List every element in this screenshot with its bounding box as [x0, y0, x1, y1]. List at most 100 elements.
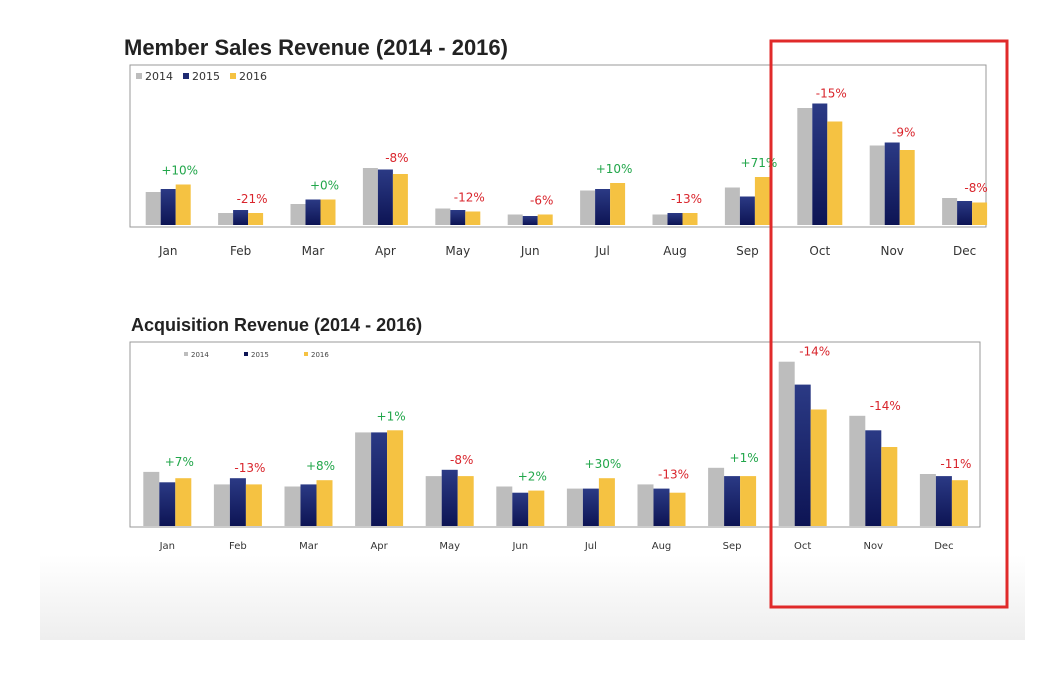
chart1-annotation-jun: -6% [530, 194, 553, 208]
chart2-bar-2015-mar [300, 484, 317, 526]
highlight-box [769, 39, 1009, 609]
chart2-bar-2016-aug [669, 492, 686, 526]
chart2-annotation-nov: -14% [870, 399, 901, 413]
chart2-bar-2016-apr [387, 430, 404, 526]
chart1-bar-2015-jun [522, 216, 538, 225]
chart1-bar-2015-nov [884, 142, 900, 225]
chart1-bars [145, 103, 988, 225]
chart1-bar-2015-may [450, 210, 466, 225]
chart2-tick-feb: Feb [229, 541, 247, 552]
chart1-annotation-feb: -21% [237, 192, 268, 206]
chart1-legend-swatch-2015 [183, 73, 189, 79]
chart2-bar-2016-jul [598, 478, 615, 526]
chart1-legend: 2014 2015 2016 [136, 70, 267, 83]
chart2-bar-2016-oct [810, 409, 827, 526]
chart1-legend-label-2016: 2016 [239, 70, 267, 83]
chart1-bar-2016-nov [899, 150, 915, 225]
chart1-bar-2015-oct [812, 103, 828, 225]
chart1-annotation-mar: +0% [310, 179, 339, 193]
chart1-annotation-dec: -8% [964, 181, 987, 195]
chart2-tick-oct: Oct [794, 541, 811, 552]
chart2-legend-label-2016: 2016 [311, 351, 329, 359]
chart2-tick-nov: Nov [864, 541, 884, 552]
chart2-bar-2015-feb [229, 478, 246, 526]
chart1-tick-labels: Jan Feb Mar Apr May Jun Jul Aug Sep Oct Nov Dec [158, 244, 976, 258]
chart1-tick-mar: Mar [302, 244, 325, 258]
chart1-bar-2016-oct [827, 121, 843, 225]
chart2-legend-swatch-2015 [244, 352, 248, 356]
chart2-annotation-dec: -11% [940, 457, 971, 471]
chart2-bar-2016-dec [951, 480, 968, 526]
chart1-bar-2016-feb [248, 213, 264, 225]
chart2-bar-2014-jan [143, 471, 160, 526]
chart1-legend-label-2014: 2014 [145, 70, 173, 83]
chart2-annotation-sep: +1% [730, 451, 759, 465]
chart2-bar-2014-aug [637, 484, 654, 526]
chart1-bar-2014-nov [869, 145, 885, 225]
chart1-annotation-may: -12% [454, 191, 485, 205]
chart1-tick-jul: Jul [594, 244, 609, 258]
chart2-bar-2015-sep [724, 476, 741, 526]
chart1-bar-2014-apr [362, 168, 378, 225]
chart1-legend-swatch-2016 [230, 73, 236, 79]
chart1-bar-2015-dec [957, 201, 973, 225]
chart1-annotation-aug: -13% [671, 192, 702, 206]
chart1-annotation-jul: +10% [596, 162, 633, 176]
chart1-bar-2015-apr [377, 169, 393, 225]
chart2-bar-2016-jan [175, 478, 192, 526]
chart1-annotation-apr: -8% [385, 151, 408, 165]
chart1-bar-2014-dec [942, 198, 958, 225]
chart2-bar-2014-sep [708, 467, 725, 526]
chart2-legend-swatch-2016 [304, 352, 308, 356]
chart2-plot-frame [129, 341, 981, 528]
chart1-bar-2016-apr [392, 174, 408, 225]
chart2-title: Acquisition Revenue (2014 - 2016) [131, 315, 422, 335]
chart2-bar-2015-aug [653, 488, 670, 526]
chart2-bar-2015-may [441, 469, 458, 526]
chart2-bar-2014-apr [355, 432, 372, 526]
chart2-bar-2016-feb [245, 484, 262, 526]
chart2-bar-2016-jun [528, 490, 545, 526]
chart2-bar-2015-nov [865, 430, 882, 526]
chart1-bar-2016-jul [610, 183, 626, 225]
chart2-annotation-oct: -14% [799, 345, 830, 359]
chart2-tick-aug: Aug [652, 541, 672, 552]
chart1-bar-2016-dec [972, 202, 988, 225]
chart2-bar-2014-dec [919, 474, 936, 526]
chart1-annotation-jan: +10% [161, 164, 198, 178]
chart2-bar-2015-jul [582, 488, 599, 526]
chart2-tick-jun: Jun [511, 541, 528, 552]
chart1-bar-2014-sep [724, 187, 740, 225]
chart2-tick-sep: Sep [723, 541, 742, 552]
chart1-bar-2014-jul [580, 190, 596, 225]
chart2-tick-may: May [439, 541, 460, 552]
chart1-tick-nov: Nov [880, 244, 903, 258]
chart1-bar-2014-feb [218, 213, 234, 225]
bottom-fade-panel [40, 555, 1025, 640]
chart2-annotation-jan: +7% [165, 455, 194, 469]
chart2-bar-2015-apr [371, 432, 388, 526]
chart1-bar-2016-aug [682, 213, 698, 225]
chart2-tick-mar: Mar [299, 541, 319, 552]
chart1-annotations: +10% -21% +0% -8% -12% -6% +10% -13% +71% -15% -9%… [161, 87, 987, 208]
chart1-tick-jan: Jan [158, 244, 178, 258]
chart2-bar-2015-jan [159, 482, 176, 526]
chart2-bar-2015-jun [512, 492, 529, 526]
chart1-annotation-sep: +71% [741, 156, 778, 170]
chart1-tick-may: May [445, 244, 470, 258]
chart1-bar-2014-jan [145, 192, 161, 225]
chart2-tick-jan: Jan [159, 541, 175, 552]
chart2-bar-2014-nov [849, 415, 866, 526]
chart1-bar-2015-sep [739, 196, 755, 225]
chart2-annotation-apr: +1% [377, 409, 406, 423]
chart2-bar-2014-mar [284, 486, 301, 526]
chart1-bar-2015-jul [595, 189, 611, 225]
chart1-bar-2016-jan [175, 184, 191, 225]
chart1-bar-2014-aug [652, 214, 668, 225]
chart2-annotations: +7% -13% +8% +1% -8% +2% +30% -13% +1% -14% -14% -1… [165, 345, 972, 484]
chart2-bar-2016-mar [316, 480, 333, 526]
chart1-bar-2016-sep [754, 177, 770, 225]
chart1-tick-jun: Jun [520, 244, 540, 258]
